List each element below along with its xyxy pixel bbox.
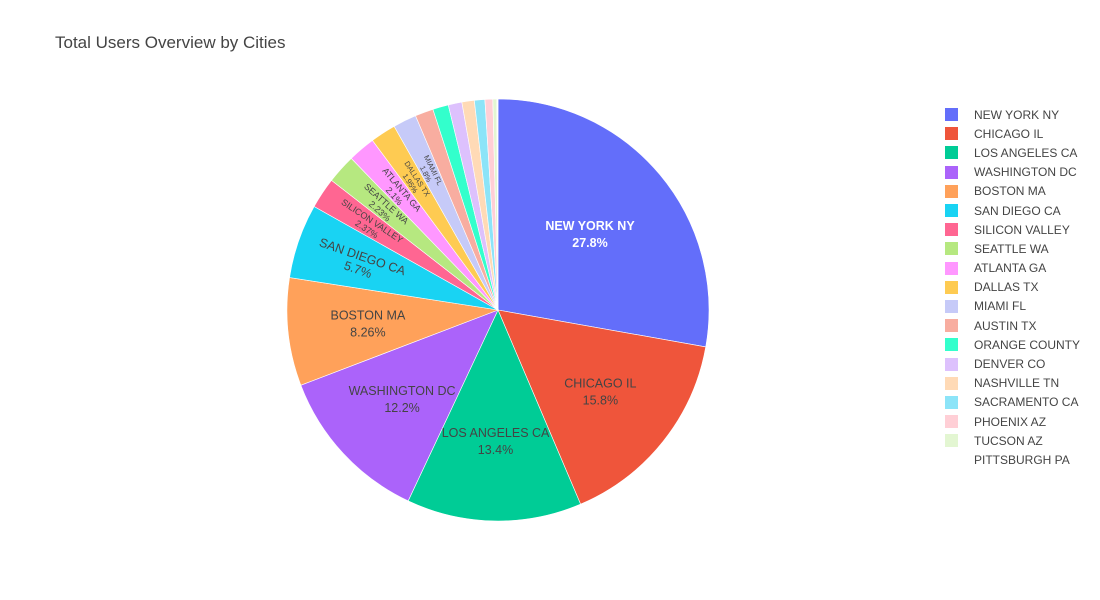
legend-label: LOS ANGELES CA: [974, 145, 1078, 160]
legend-item-denver-co[interactable]: DENVER CO: [945, 354, 1080, 373]
legend-item-chicago-il[interactable]: CHICAGO IL: [945, 124, 1080, 143]
slice-label-new-york-ny: NEW YORK NY 27.8%: [545, 219, 635, 250]
legend-swatch: [945, 204, 958, 218]
pie-slice-los-angeles-ca[interactable]: [407, 309, 581, 522]
legend-swatch: [945, 415, 958, 429]
slice-label-percent: 8.26%: [350, 326, 385, 340]
slice-label-name: NEW YORK NY: [545, 219, 635, 233]
slice-label-percent: 12.2%: [384, 401, 419, 415]
legend-swatch: [945, 242, 958, 256]
legend-label: BOSTON MA: [974, 184, 1046, 199]
legend-item-los-angeles-ca[interactable]: LOS ANGELES CA: [945, 143, 1080, 162]
legend-label: SILICON VALLEY: [974, 222, 1070, 237]
legend-swatch: [945, 108, 958, 122]
pie-slice-new-york-ny[interactable]: [497, 98, 710, 348]
legend-label: ATLANTA GA: [974, 261, 1047, 276]
slice-label-boston-ma: BOSTON MA 8.26%: [331, 309, 406, 340]
slice-label-name: BOSTON MA: [331, 309, 406, 323]
legend-label: PITTSBURGH PA: [974, 452, 1070, 467]
legend-swatch: [945, 165, 958, 179]
legend-swatch: [945, 319, 958, 333]
chart-title: Total Users Overview by Cities: [55, 33, 286, 52]
legend-item-atlanta-ga[interactable]: ATLANTA GA: [945, 259, 1080, 278]
legend-item-san-diego-ca[interactable]: SAN DIEGO CA: [945, 201, 1080, 220]
slice-label-chicago-il: CHICAGO IL 15.8%: [564, 376, 636, 407]
legend-item-orange-county[interactable]: ORANGE COUNTY: [945, 335, 1080, 354]
legend-label: NEW YORK NY: [974, 107, 1060, 122]
legend-swatch: [945, 280, 958, 294]
legend-swatch: [945, 453, 958, 467]
legend-label: DENVER CO: [974, 357, 1046, 372]
pie-slice-boston-ma[interactable]: [286, 277, 500, 386]
slice-label-percent: 15.8%: [583, 393, 618, 407]
slice-label-name: LOS ANGELES CA: [442, 426, 550, 440]
legend-item-austin-tx[interactable]: AUSTIN TX: [945, 316, 1080, 335]
legend-item-boston-ma[interactable]: BOSTON MA: [945, 182, 1080, 201]
slice-label-percent: 27.8%: [572, 236, 607, 250]
legend-label: SACRAMENTO CA: [974, 395, 1079, 410]
legend-item-sacramento-ca[interactable]: SACRAMENTO CA: [945, 393, 1080, 412]
slice-label-los-angeles-ca: LOS ANGELES CA 13.4%: [442, 426, 550, 457]
legend-label: TUCSON AZ: [974, 433, 1043, 448]
legend-swatch: [945, 146, 958, 160]
legend-swatch: [945, 376, 958, 390]
legend-label: CHICAGO IL: [974, 126, 1044, 141]
legend-item-tucson-az[interactable]: TUCSON AZ: [945, 431, 1080, 450]
legend-swatch: [945, 338, 958, 352]
pie-slice-pittsburgh-pa[interactable]: [496, 98, 499, 311]
legend-swatch: [945, 299, 958, 313]
slice-label-name: WASHINGTON DC: [349, 384, 456, 398]
legend-item-pittsburgh-pa[interactable]: PITTSBURGH PA: [945, 450, 1080, 469]
pie-slice-chicago-il[interactable]: [497, 309, 707, 505]
legend-label: AUSTIN TX: [974, 318, 1037, 333]
legend-item-phoenix-az[interactable]: PHOENIX AZ: [945, 412, 1080, 431]
legend-label: MIAMI FL: [974, 299, 1027, 314]
pie-slice-washington-dc[interactable]: [300, 309, 499, 502]
legend-label: WASHINGTON DC: [974, 165, 1077, 180]
legend-label: NASHVILLE TN: [974, 376, 1060, 391]
legend-label: ORANGE COUNTY: [974, 337, 1081, 352]
legend-label: SEATTLE WA: [974, 241, 1049, 256]
legend-item-seattle-wa[interactable]: SEATTLE WA: [945, 239, 1080, 258]
legend-item-miami-fl[interactable]: MIAMI FL: [945, 297, 1080, 316]
legend-swatch: [945, 223, 958, 237]
legend-swatch: [945, 184, 958, 198]
legend-item-new-york-ny[interactable]: NEW YORK NY: [945, 105, 1080, 124]
legend-swatch: [945, 395, 958, 409]
slice-label-name: CHICAGO IL: [564, 376, 636, 390]
legend-item-nashville-tn[interactable]: NASHVILLE TN: [945, 374, 1080, 393]
legend-swatch: [945, 127, 958, 141]
slice-label-washington-dc: WASHINGTON DC 12.2%: [349, 384, 456, 415]
legend-item-washington-dc[interactable]: WASHINGTON DC: [945, 163, 1080, 182]
legend-label: PHOENIX AZ: [974, 414, 1047, 429]
legend-label: DALLAS TX: [974, 280, 1039, 295]
slice-label-percent: 13.4%: [478, 443, 513, 457]
legend-item-silicon-valley[interactable]: SILICON VALLEY: [945, 220, 1080, 239]
legend-label: SAN DIEGO CA: [974, 203, 1061, 218]
legend-swatch: [945, 357, 958, 371]
legend-swatch: [945, 261, 958, 275]
legend-swatch: [945, 434, 958, 448]
legend-item-dallas-tx[interactable]: DALLAS TX: [945, 278, 1080, 297]
legend: NEW YORK NY CHICAGO IL LOS ANGELES CA WASHI…: [945, 105, 1080, 470]
